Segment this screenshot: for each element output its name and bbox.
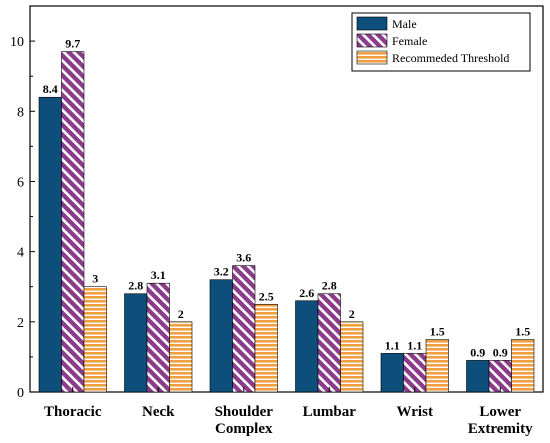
data-label: 3: [92, 272, 98, 286]
data-label: 2.8: [322, 279, 337, 293]
data-label: 2: [349, 307, 355, 321]
bar: [146, 282, 170, 393]
y-tick-label: 4: [17, 246, 24, 261]
data-label: 3.6: [236, 251, 251, 265]
plot-area: 0 2 4 6 8 10 8.4 9.7 3 Thoracic 2.8 3.1 2 Neck 3.2 3.6 2…: [10, 5, 544, 437]
bar: [295, 300, 319, 393]
bar: [403, 353, 427, 393]
bar: [317, 293, 341, 393]
data-label: 2.5: [259, 289, 274, 303]
legend-swatch: [356, 16, 388, 31]
data-label: 2.8: [128, 279, 143, 293]
bar: [61, 51, 85, 393]
data-label: 9.7: [65, 37, 80, 51]
x-tick-label: Complex: [215, 421, 273, 437]
bar: [83, 286, 107, 393]
data-label: 2.6: [299, 286, 314, 300]
x-tick-label: Shoulder: [215, 404, 274, 420]
data-label: 0.9: [470, 345, 485, 359]
legend-label: Female: [392, 34, 427, 48]
y-tick-label: 8: [17, 105, 24, 120]
data-label: 1.1: [385, 338, 400, 352]
y-tick-label: 10: [10, 35, 24, 50]
bar: [511, 339, 535, 393]
x-tick-label: Extremity: [468, 421, 533, 437]
bar: [425, 339, 449, 393]
legend-swatch: [356, 50, 388, 65]
plot-frame: [29, 5, 544, 393]
x-tick-label: Wrist: [397, 404, 433, 420]
y-tick-label: 6: [17, 175, 24, 190]
data-label: 8.4: [43, 82, 58, 96]
data-label: 1.1: [407, 338, 422, 352]
bar: [466, 360, 490, 393]
data-label: 0.9: [493, 345, 508, 359]
bar: [340, 321, 364, 393]
bar: [209, 279, 233, 393]
data-label: 1.5: [515, 324, 530, 338]
y-tick-label: 0: [17, 386, 24, 401]
bar: [124, 293, 148, 393]
legend-swatch: [356, 33, 388, 48]
data-label: 3.2: [214, 265, 229, 279]
legend-label: Male: [392, 17, 417, 31]
data-label: 2: [178, 307, 184, 321]
x-tick-label: Lumbar: [303, 404, 357, 420]
bar: [232, 265, 256, 393]
bar: [38, 96, 62, 393]
bar: [169, 321, 193, 393]
legend: Male Female Recommeded Threshold: [351, 12, 531, 72]
data-label: 1.5: [430, 324, 445, 338]
data-label: 3.1: [151, 268, 166, 282]
bar: [380, 353, 404, 393]
bar: [254, 303, 278, 393]
x-tick-label: Thoracic: [44, 404, 102, 420]
x-tick-label: Lower: [479, 404, 521, 420]
legend-label: Recommeded Threshold: [392, 51, 509, 65]
x-tick-label: Neck: [142, 404, 175, 420]
y-tick-label: 2: [17, 316, 24, 331]
